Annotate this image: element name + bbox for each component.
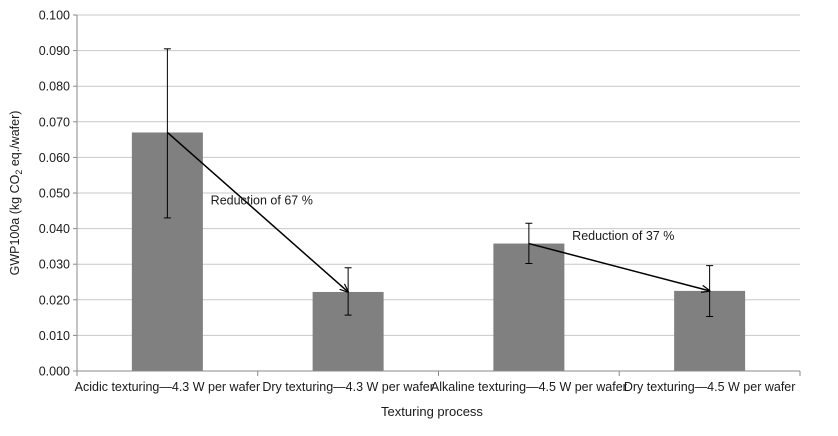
y-tick-labels: 0.000 0.010 0.020 0.030 0.040 0.050 0.060 0.070… [39, 9, 70, 379]
error-bars [163, 48, 714, 318]
y-tick-label: 0.090 [39, 44, 70, 58]
y-tick-label: 0.040 [39, 222, 70, 236]
x-axis-label: Texturing process [381, 404, 483, 419]
y-tick-label: 0.080 [39, 80, 70, 94]
axes [73, 14, 801, 376]
x-tick-label: Alkaline texturing—4.5 W per wafer [431, 380, 627, 394]
y-tick-label: 0.060 [39, 151, 70, 165]
bar [493, 243, 565, 371]
y-axis-label: GWP100a (kg CO2 eq./wafer) [8, 111, 24, 276]
y-tick-label: 0.070 [39, 115, 70, 129]
error-bar [525, 222, 533, 264]
reduction-arrow [166, 131, 348, 291]
annotations: Reduction of 67 % Reduction of 37 % [166, 131, 710, 291]
x-tick-label: Acidic texturing—4.3 W per wafer [75, 380, 261, 394]
x-tick-labels: Acidic texturing—4.3 W per wafer Dry text… [75, 380, 796, 394]
y-tick-label: 0.050 [39, 187, 70, 201]
reduction-label: Reduction of 67 % [211, 194, 313, 208]
y-axis-label-suffix: eq./wafer) [8, 111, 22, 170]
y-tick-label: 0.010 [39, 329, 70, 343]
y-tick-label: 0.100 [39, 9, 70, 23]
x-tick-label: Dry texturing—4.3 W per wafer [262, 380, 434, 394]
reduction-label: Reduction of 37 % [572, 229, 674, 243]
x-tick-label: Dry texturing—4.5 W per wafer [624, 380, 796, 394]
reduction-arrow [528, 242, 710, 291]
y-tick-label: 0.030 [39, 258, 70, 272]
y-tick-label: 0.000 [39, 365, 70, 379]
y-axis-label-subscript: 2 [14, 170, 24, 175]
y-axis-label-prefix: GWP100a (kg CO [8, 174, 22, 275]
y-tick-label: 0.020 [39, 293, 70, 307]
